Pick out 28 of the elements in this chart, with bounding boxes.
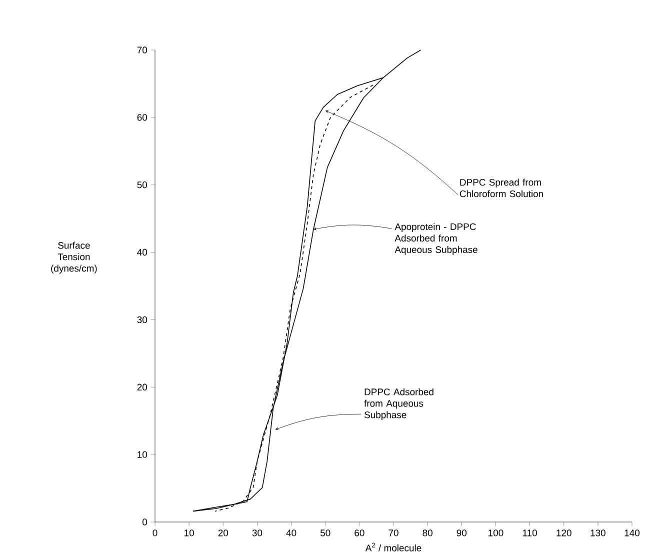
annotation: DPPC Spread from Chloroform Solution <box>460 178 543 197</box>
x-axis-title: A$^{2}$ / molecule <box>365 542 422 552</box>
x-tick-label: 50 <box>320 529 330 536</box>
x-tick-label: 80 <box>422 529 432 536</box>
y-tick-label: 10 <box>138 450 148 458</box>
y-tick-label: 0 <box>142 518 148 526</box>
x-tick-label: 20 <box>218 529 228 536</box>
x-tick-label: 70 <box>388 529 398 536</box>
y-tick-label: 20 <box>137 384 148 390</box>
y-tick-label: 30 <box>137 316 148 323</box>
x-tick-label: 90 <box>456 529 467 536</box>
y-tick-label: 50 <box>137 181 148 188</box>
x-tick-label: 100 <box>488 529 504 536</box>
x-tick-label: 130 <box>590 529 606 536</box>
x-tick-label: 30 <box>252 529 262 536</box>
y-tick-label: 40 <box>137 248 148 256</box>
y-axis-title: Surface Tension (dynes/cm) <box>51 242 97 274</box>
annotation: Apoprotein - DPPC Adsorbed from Aqueous Subphase <box>394 222 478 255</box>
y-tick-label: 60 <box>137 114 148 121</box>
y-tick-label: 70 <box>137 46 148 54</box>
x-tick-label: 140 <box>624 529 640 536</box>
annotation: DPPC Adsorbed from Aqueous Subphase <box>364 388 434 420</box>
x-tick-label: 110 <box>522 529 537 536</box>
x-tick-label: 40 <box>286 529 296 536</box>
x-tick-label: 60 <box>354 529 364 536</box>
x-tick-label: 0 <box>152 529 158 536</box>
x-tick-label: 10 <box>184 529 194 536</box>
x-tick-label: 120 <box>556 529 572 536</box>
